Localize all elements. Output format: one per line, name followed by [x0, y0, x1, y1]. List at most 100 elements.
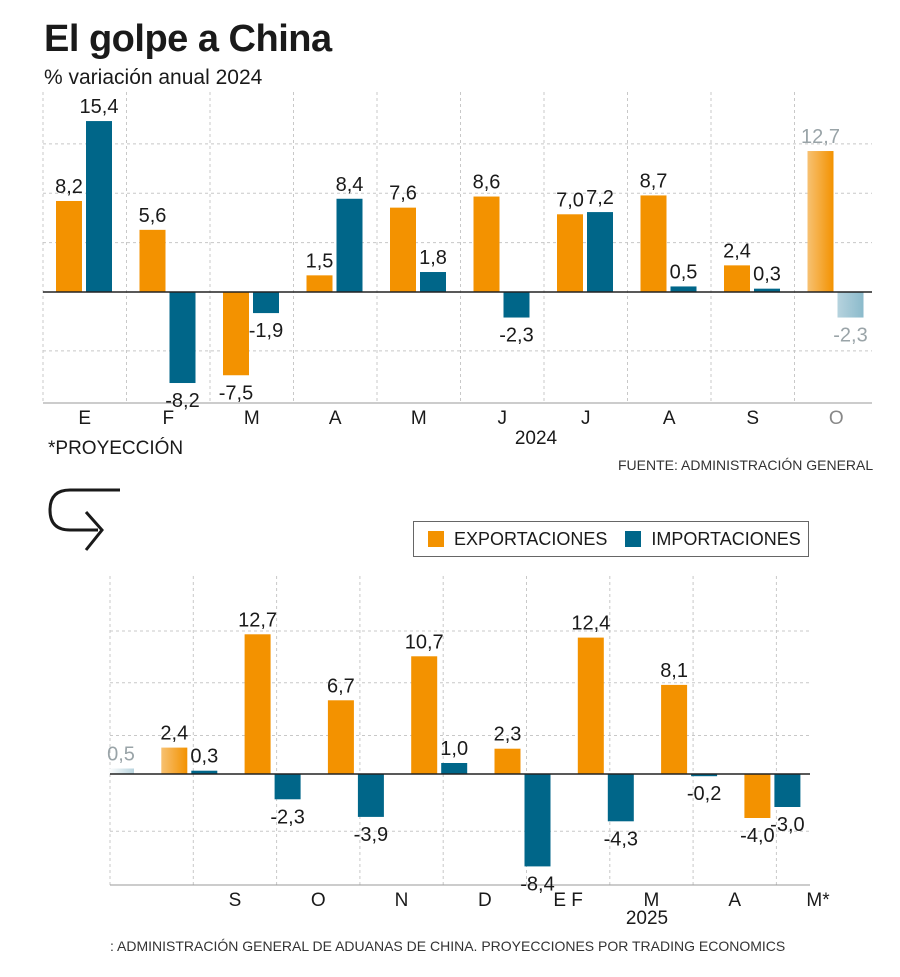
import-bar-2 — [274, 774, 301, 800]
import-bar-0 — [108, 768, 134, 774]
export-bar-3 — [327, 700, 354, 774]
year-label: 2024 — [515, 428, 558, 449]
export-value-label-0: 8,2 — [55, 176, 83, 198]
import-value-label-2: -2,3 — [270, 806, 304, 828]
export-bar-2 — [244, 634, 271, 774]
category-label-7: A — [663, 408, 676, 429]
export-value-label-4: 10,7 — [405, 631, 444, 653]
import-value-label-3: 8,4 — [336, 174, 364, 196]
import-value-label-4: 1,8 — [419, 247, 447, 269]
import-bar-5 — [503, 292, 530, 318]
export-value-label-1: 5,6 — [139, 205, 167, 227]
category-label-2: M — [244, 408, 260, 429]
import-bar-4 — [441, 763, 468, 774]
import-value-label-8: 0,3 — [753, 264, 781, 286]
import-value-label-3: -3,9 — [354, 824, 388, 846]
export-bar-0 — [56, 200, 82, 292]
import-bar-8 — [774, 774, 801, 807]
curved-arrow-icon — [48, 488, 120, 551]
category-label-3: A — [329, 408, 342, 429]
export-bar-6 — [557, 214, 583, 292]
import-bar-3 — [336, 198, 363, 292]
import-value-label-5: -2,3 — [499, 325, 533, 347]
export-value-label-5: 2,3 — [494, 724, 522, 746]
import-value-label-4: 1,0 — [440, 738, 468, 760]
category-label-7: A — [728, 890, 741, 911]
category-label-6: M — [644, 890, 660, 911]
export-value-label-8: 2,4 — [723, 240, 751, 262]
chart-2024: 8,2 5,6 -7,5 1,5 7,6 8,6 7,0 8,7 2,4 12,7 15,4 -8,2… — [42, 92, 872, 449]
export-bar-3 — [306, 275, 333, 292]
export-value-label-1: 2,4 — [160, 723, 188, 745]
imports-swatch — [625, 531, 642, 547]
export-value-label-9: 12,7 — [801, 126, 840, 148]
category-label-8: S — [746, 408, 759, 429]
import-value-label-1: 0,3 — [190, 746, 218, 768]
export-value-label-5: 8,6 — [473, 172, 501, 194]
category-label-5: E F — [553, 890, 583, 911]
exports-swatch — [428, 531, 444, 547]
export-value-label-7: 8,1 — [660, 660, 688, 682]
export-bar-8 — [724, 265, 750, 292]
export-value-label-3: 1,5 — [306, 250, 334, 272]
import-bar-0 — [86, 121, 112, 292]
category-label-5: J — [498, 408, 508, 429]
export-value-label-4: 7,6 — [389, 183, 417, 205]
year-label: 2025 — [626, 908, 668, 929]
category-label-4: D — [478, 890, 492, 911]
category-label-1: S — [229, 890, 242, 911]
import-bar-1 — [169, 292, 196, 384]
export-bar-8 — [744, 774, 771, 818]
import-bar-7 — [670, 286, 697, 292]
legend-exports-label: EXPORTACIONES — [454, 528, 608, 549]
export-value-label-6: 12,4 — [571, 613, 610, 635]
import-bar-6 — [587, 212, 613, 292]
import-value-label-9: -2,3 — [833, 325, 867, 347]
export-bar-5 — [494, 748, 521, 774]
import-value-label-0: 0,5 — [107, 744, 135, 766]
category-label-8: M* — [806, 890, 830, 911]
import-value-label-2: -1,9 — [249, 320, 283, 342]
import-value-label-6: -4,3 — [604, 828, 638, 850]
export-value-label-2: 12,7 — [238, 609, 277, 631]
import-value-label-1: -8,2 — [165, 390, 199, 412]
category-label-2: O — [311, 890, 326, 911]
category-label-4: M — [411, 408, 427, 429]
export-value-label-7: 8,7 — [640, 170, 668, 192]
export-value-label-3: 6,7 — [327, 675, 355, 697]
category-label-3: N — [395, 890, 409, 911]
export-bar-7 — [640, 195, 667, 292]
category-label-6: J — [581, 408, 591, 429]
import-bar-1 — [191, 770, 218, 774]
legend-imports-label: IMPORTACIONES — [651, 528, 801, 549]
import-value-label-8: -3,0 — [770, 814, 804, 836]
source-bottom: : ADMINISTRACIÓN GENERAL DE ADUANAS DE C… — [110, 938, 786, 954]
import-value-label-6: 7,2 — [586, 187, 614, 209]
import-value-label-7: 0,5 — [670, 261, 698, 283]
source-top: FUENTE: ADMINISTRACIÓN GENERAL — [618, 457, 874, 473]
import-bar-7 — [691, 774, 718, 777]
import-bar-8 — [754, 288, 780, 292]
export-value-label-6: 7,0 — [556, 189, 584, 211]
export-bar-1 — [161, 747, 188, 774]
import-bar-3 — [357, 774, 384, 817]
export-bar-1 — [139, 229, 166, 292]
import-value-label-7: -0,2 — [687, 783, 721, 805]
export-bar-2 — [223, 292, 249, 376]
export-bar-5 — [473, 196, 500, 292]
import-bar-4 — [420, 272, 446, 292]
import-value-label-5: -8,4 — [520, 873, 554, 895]
category-label-9: O — [829, 408, 844, 429]
import-value-label-0: 15,4 — [80, 96, 119, 118]
export-value-label-8: -4,0 — [740, 825, 774, 847]
import-bar-6 — [607, 774, 634, 822]
category-label-0: E — [78, 408, 91, 429]
category-label-1: F — [162, 408, 174, 429]
chart-subtitle: % variación anual 2024 — [44, 66, 263, 89]
export-bar-6 — [577, 637, 604, 774]
export-bar-9 — [807, 151, 834, 292]
export-value-label-2: -7,5 — [219, 382, 253, 404]
import-bar-9 — [837, 292, 864, 318]
export-bar-4 — [390, 207, 416, 292]
